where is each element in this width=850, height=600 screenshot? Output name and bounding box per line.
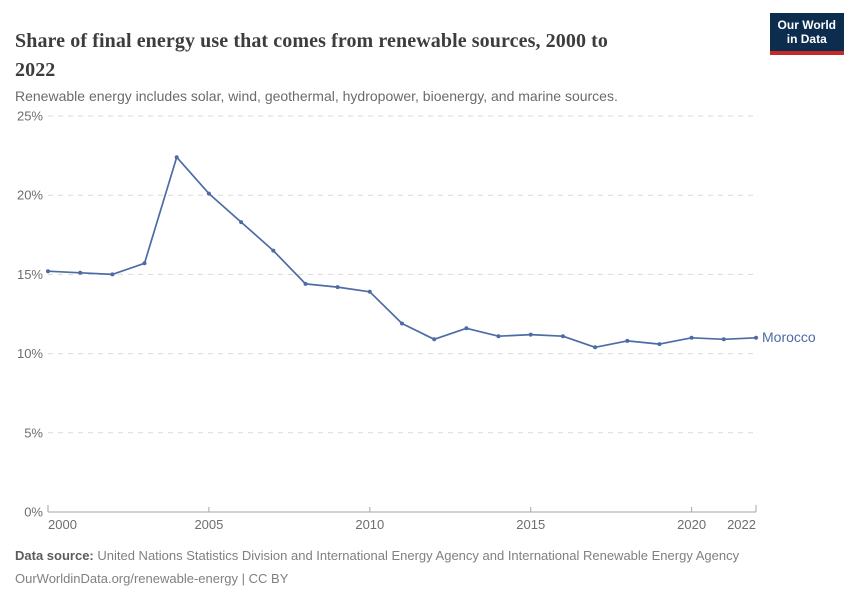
x-axis-label-2015: 2015 — [516, 517, 545, 532]
data-point-2007[interactable] — [271, 248, 276, 253]
x-axis-label-2005: 2005 — [194, 517, 223, 532]
data-point-2000[interactable] — [46, 269, 50, 274]
data-point-2018[interactable] — [625, 338, 630, 343]
data-point-2019[interactable] — [657, 342, 662, 347]
data-point-2014[interactable] — [496, 334, 501, 339]
data-point-2016[interactable] — [560, 334, 565, 339]
data-point-2021[interactable] — [721, 337, 726, 342]
y-axis-label-20pct: 20% — [17, 188, 43, 203]
data-point-2008[interactable] — [303, 281, 308, 286]
data-point-2006[interactable] — [239, 220, 244, 225]
owid-logo-line1: Our World — [777, 18, 836, 32]
series-label-morocco[interactable]: Morocco — [762, 328, 816, 345]
owid-link[interactable]: OurWorldinData.org/renewable-energy | CC… — [15, 571, 289, 586]
chart-footer: Data source: United Nations Statistics D… — [15, 544, 795, 590]
x-axis-label-2020: 2020 — [677, 517, 706, 532]
data-point-2011[interactable] — [400, 321, 404, 326]
data-source-text: United Nations Statistics Division and I… — [93, 548, 740, 563]
chart-subtitle: Renewable energy includes solar, wind, g… — [15, 88, 618, 104]
data-point-2020[interactable] — [689, 335, 694, 340]
y-axis-label-0pct: 0% — [24, 505, 43, 520]
owid-logo-line2: in Data — [786, 32, 827, 46]
data-point-2004[interactable] — [174, 155, 179, 160]
owid-logo[interactable]: Our World in Data — [769, 13, 844, 55]
y-axis-label-15pct: 15% — [17, 267, 43, 282]
x-axis-label-2000: 2000 — [48, 517, 77, 532]
y-axis-label-5pct: 5% — [24, 425, 43, 440]
data-source-line: Data source: United Nations Statistics D… — [15, 544, 795, 567]
data-point-2002[interactable] — [110, 272, 115, 277]
y-axis-label-10pct: 10% — [17, 346, 43, 361]
data-point-2003[interactable] — [142, 261, 147, 266]
data-point-2012[interactable] — [432, 337, 437, 342]
data-point-2009[interactable] — [335, 285, 340, 290]
data-point-2010[interactable] — [367, 289, 372, 294]
x-axis-label-2022: 2022 — [727, 517, 756, 532]
data-point-2015[interactable] — [528, 332, 533, 337]
data-point-2017[interactable] — [593, 345, 598, 350]
chart-title: Share of final energy use that comes fro… — [15, 30, 609, 82]
data-point-2022[interactable] — [754, 335, 758, 340]
y-axis-label-25pct: 25% — [17, 109, 43, 124]
data-point-2005[interactable] — [206, 191, 211, 196]
data-point-2001[interactable] — [78, 270, 83, 275]
x-axis-label-2010: 2010 — [355, 517, 384, 532]
morocco-line[interactable] — [47, 156, 757, 349]
data-source-label: Data source: — [15, 548, 94, 563]
data-point-2013[interactable] — [464, 326, 469, 331]
